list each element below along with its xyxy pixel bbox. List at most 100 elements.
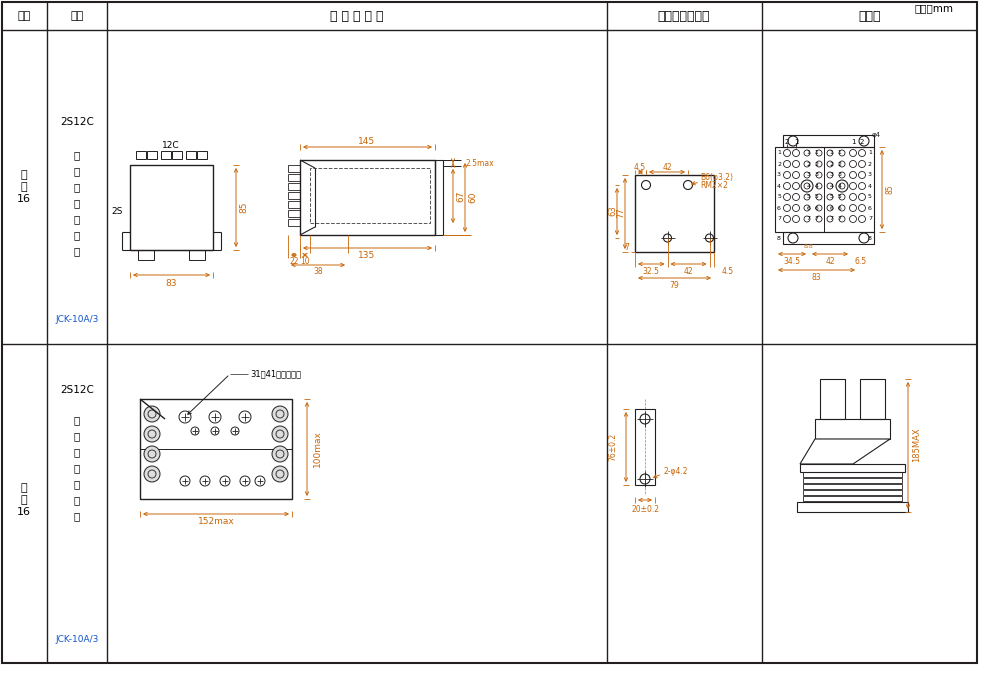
Text: 8.8: 8.8 xyxy=(803,244,813,248)
Text: 2S12C: 2S12C xyxy=(60,385,93,395)
Text: 5: 5 xyxy=(777,194,781,200)
Text: 1: 1 xyxy=(777,151,781,155)
Text: 3: 3 xyxy=(777,173,781,178)
Text: 6  6: 6 6 xyxy=(830,205,842,211)
Text: 2-φ4.2: 2-φ4.2 xyxy=(663,466,688,475)
Text: 附
图
16: 附 图 16 xyxy=(17,483,31,516)
Text: 2: 2 xyxy=(868,161,872,167)
Bar xyxy=(172,151,182,159)
Text: 4  4: 4 4 xyxy=(807,184,819,188)
Text: 5: 5 xyxy=(868,194,872,200)
Text: 145: 145 xyxy=(358,136,376,146)
Bar xyxy=(803,484,902,489)
Text: 板: 板 xyxy=(74,463,80,473)
Bar xyxy=(775,147,874,232)
Circle shape xyxy=(144,466,160,482)
Text: 7: 7 xyxy=(624,242,629,252)
Text: RM2×2: RM2×2 xyxy=(700,182,728,190)
Text: φ4: φ4 xyxy=(872,132,881,138)
Text: 2.5max: 2.5max xyxy=(465,159,494,167)
Text: 结构: 结构 xyxy=(71,11,84,21)
Text: 接: 接 xyxy=(74,495,80,505)
Text: 7: 7 xyxy=(868,217,872,221)
Bar xyxy=(803,490,902,495)
Polygon shape xyxy=(800,439,890,464)
Text: 8: 8 xyxy=(868,236,872,240)
Bar xyxy=(635,409,655,485)
Bar xyxy=(189,250,205,260)
Bar xyxy=(860,379,885,419)
Text: 6: 6 xyxy=(868,205,872,211)
Bar xyxy=(288,165,300,172)
Text: 5  5: 5 5 xyxy=(807,194,819,200)
Bar xyxy=(783,135,874,147)
Text: JCK-10A/3: JCK-10A/3 xyxy=(55,635,98,645)
Text: 线: 线 xyxy=(74,511,80,521)
Bar xyxy=(288,174,300,181)
Text: 2: 2 xyxy=(785,139,789,145)
Text: 7  7: 7 7 xyxy=(830,217,842,221)
Text: 板: 板 xyxy=(74,198,80,208)
Bar xyxy=(797,502,908,512)
Text: 31、41为电流端子: 31、41为电流端子 xyxy=(250,369,301,379)
Bar xyxy=(138,250,154,260)
Text: B6(φ3.2): B6(φ3.2) xyxy=(700,173,733,182)
Text: 135: 135 xyxy=(358,250,376,259)
Bar xyxy=(803,472,902,477)
Text: 出: 出 xyxy=(74,166,80,176)
Text: 152max: 152max xyxy=(198,518,234,526)
Text: 2S: 2S xyxy=(111,207,123,217)
Text: 100max: 100max xyxy=(313,431,322,467)
Text: 60: 60 xyxy=(468,191,477,202)
Text: 出: 出 xyxy=(74,431,80,441)
Text: 85: 85 xyxy=(886,184,894,194)
Text: 77: 77 xyxy=(617,208,626,219)
Bar xyxy=(140,399,292,499)
Text: 安装开孔尺寸图: 安装开孔尺寸图 xyxy=(657,9,710,22)
Text: JCK-10A/3: JCK-10A/3 xyxy=(55,315,98,325)
Text: 7: 7 xyxy=(777,217,781,221)
Circle shape xyxy=(272,426,288,442)
Text: 38: 38 xyxy=(313,267,323,277)
Text: 4.5: 4.5 xyxy=(634,163,646,171)
Circle shape xyxy=(144,406,160,422)
Text: 76±0.2: 76±0.2 xyxy=(608,433,618,461)
Bar xyxy=(288,201,300,208)
Bar xyxy=(161,151,171,159)
Bar xyxy=(815,419,890,439)
Bar xyxy=(136,151,146,159)
Text: 线: 线 xyxy=(74,246,80,256)
Text: 1  1: 1 1 xyxy=(830,151,842,155)
Text: 67: 67 xyxy=(457,190,465,202)
Circle shape xyxy=(272,446,288,462)
Text: 83: 83 xyxy=(811,273,821,283)
Circle shape xyxy=(144,426,160,442)
Bar xyxy=(197,151,207,159)
Text: 6  6: 6 6 xyxy=(807,205,819,211)
Text: 2  2: 2 2 xyxy=(807,161,819,167)
Text: 7  7: 7 7 xyxy=(807,217,819,221)
Text: 20±0.2: 20±0.2 xyxy=(631,504,659,514)
Text: 附
图
16: 附 图 16 xyxy=(17,170,31,204)
Text: 单位：mm: 单位：mm xyxy=(914,3,953,13)
Text: 接: 接 xyxy=(74,230,80,240)
Text: 后: 后 xyxy=(74,214,80,224)
Text: 22: 22 xyxy=(289,256,299,265)
Text: 6.5: 6.5 xyxy=(855,257,867,267)
Text: 79: 79 xyxy=(669,281,679,290)
Text: 2: 2 xyxy=(860,139,864,145)
Text: 1  1: 1 1 xyxy=(807,151,819,155)
Text: 式: 式 xyxy=(74,447,80,457)
Bar xyxy=(288,192,300,199)
Text: 6: 6 xyxy=(777,205,781,211)
Circle shape xyxy=(272,406,288,422)
Circle shape xyxy=(144,446,160,462)
Text: 2  2: 2 2 xyxy=(830,161,842,167)
Text: 凸: 凸 xyxy=(74,415,80,425)
Text: 32.5: 32.5 xyxy=(643,267,659,275)
Text: 5  5: 5 5 xyxy=(830,194,842,200)
Text: 3  3: 3 3 xyxy=(830,173,842,178)
Text: 83: 83 xyxy=(165,279,177,288)
Text: 10: 10 xyxy=(300,256,310,265)
Bar xyxy=(635,175,714,252)
